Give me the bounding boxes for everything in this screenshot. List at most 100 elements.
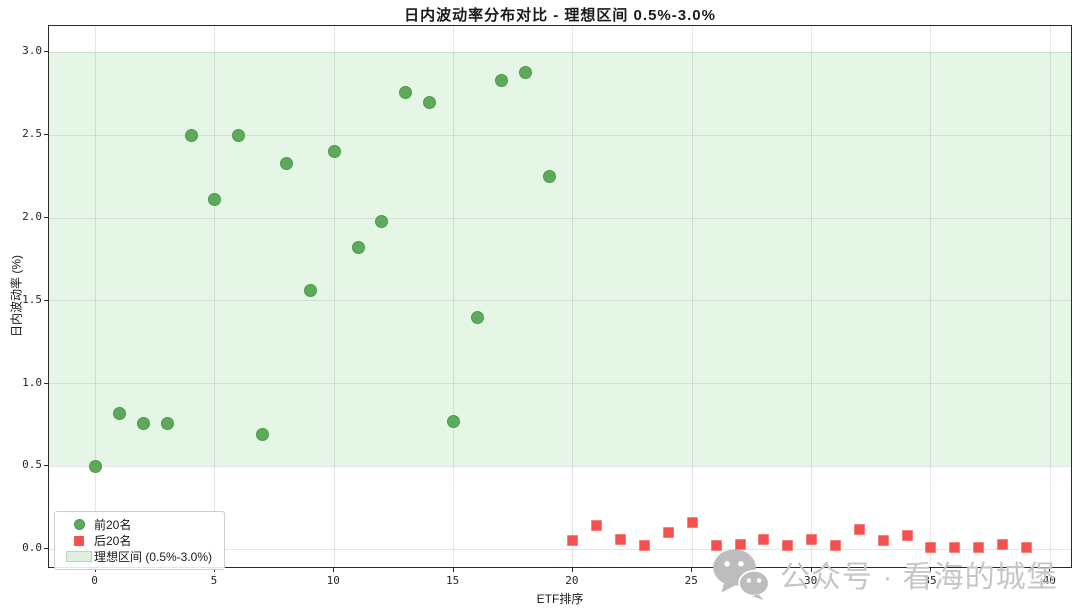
gridline-vertical [691, 26, 693, 567]
y-tick-mark [44, 299, 48, 301]
x-tick-label: 20 [565, 574, 579, 587]
ideal-band [49, 52, 1071, 467]
data-point-top20 [89, 459, 103, 473]
gridline-vertical [572, 26, 574, 567]
gridline-vertical [1049, 26, 1051, 567]
data-point-top20 [470, 310, 484, 324]
legend-item-bottom20: 后20名 [64, 533, 212, 548]
data-point-bottom20 [758, 533, 770, 545]
data-point-top20 [518, 65, 532, 79]
data-point-bottom20 [710, 540, 722, 552]
data-point-bottom20 [734, 538, 746, 550]
y-tick-mark [44, 382, 48, 384]
plot-area [48, 25, 1072, 568]
y-tick-mark [44, 134, 48, 136]
data-point-top20 [136, 416, 150, 430]
data-point-top20 [112, 406, 126, 420]
data-point-bottom20 [901, 530, 913, 542]
data-point-bottom20 [973, 541, 985, 553]
gridline-horizontal [49, 217, 1071, 219]
x-tick-mark [571, 568, 573, 572]
x-tick-label: 10 [326, 574, 340, 587]
watermark: 公众号 · 看海的城堡 [712, 548, 1058, 600]
data-point-top20 [399, 85, 413, 99]
data-point-top20 [160, 416, 174, 430]
legend-item-ideal-band: 理想区间 (0.5%-3.0%) [64, 549, 212, 564]
x-tick-label: 25 [684, 574, 698, 587]
x-tick-label: 30 [804, 574, 818, 587]
gridline-horizontal [49, 465, 1071, 467]
x-tick-label: 0 [91, 574, 98, 587]
data-point-top20 [447, 415, 461, 429]
x-tick-label: 15 [445, 574, 460, 587]
data-point-top20 [494, 74, 508, 88]
data-point-bottom20 [686, 517, 698, 529]
data-point-top20 [423, 95, 437, 109]
data-point-top20 [256, 428, 270, 442]
data-point-bottom20 [997, 538, 1009, 550]
data-point-top20 [232, 128, 246, 142]
gridline-vertical [214, 26, 216, 567]
y-tick-label: 1.0 [22, 375, 42, 389]
data-point-bottom20 [829, 540, 841, 552]
legend: 前20名 后20名 理想区间 (0.5%-3.0%) [54, 511, 226, 570]
legend-label-bottom20: 后20名 [94, 534, 132, 548]
data-point-bottom20 [615, 533, 627, 545]
gridline-vertical [333, 26, 335, 567]
legend-marker-box [64, 519, 94, 530]
data-point-bottom20 [877, 535, 889, 547]
data-point-bottom20 [567, 535, 579, 547]
y-tick-mark [44, 465, 48, 467]
chart-title: 日内波动率分布对比 - 理想区间 0.5%-3.0% [404, 7, 716, 24]
data-point-top20 [303, 284, 317, 298]
data-point-bottom20 [782, 540, 794, 552]
y-tick-mark [44, 548, 48, 550]
x-tick-label: 35 [923, 574, 937, 587]
data-point-bottom20 [1020, 541, 1032, 553]
gridline-vertical [811, 26, 813, 567]
legend-marker-box [64, 551, 94, 562]
data-point-bottom20 [591, 520, 603, 532]
gridline-vertical [453, 26, 455, 567]
data-point-bottom20 [662, 527, 674, 539]
x-tick-label: 40 [1042, 574, 1056, 587]
data-point-bottom20 [639, 540, 651, 552]
data-point-top20 [542, 170, 556, 184]
y-tick-label: 0.5 [22, 458, 42, 472]
ideal-band-patch-icon [66, 551, 92, 562]
green-circle-marker-icon [73, 519, 85, 530]
legend-item-top20: 前20名 [64, 517, 212, 532]
gridline-horizontal [49, 548, 1071, 550]
data-point-bottom20 [925, 541, 937, 553]
y-tick-label: 0.0 [22, 541, 42, 555]
x-tick-mark [213, 568, 215, 572]
x-tick-mark [691, 568, 693, 572]
x-tick-mark [929, 568, 931, 572]
gridline-vertical [95, 26, 97, 567]
data-point-top20 [351, 241, 365, 255]
y-tick-mark [44, 51, 48, 53]
gridline-horizontal [49, 51, 1071, 53]
gridline-horizontal [49, 383, 1071, 385]
gridline-horizontal [49, 300, 1071, 302]
x-tick-mark [452, 568, 454, 572]
data-point-bottom20 [806, 533, 818, 545]
legend-marker-box [64, 535, 94, 546]
x-tick-mark [94, 568, 96, 572]
y-tick-label: 2.5 [22, 127, 42, 141]
y-tick-label: 1.5 [22, 292, 42, 306]
gridline-horizontal [49, 134, 1071, 136]
x-axis-label: ETF排序 [536, 592, 584, 606]
data-point-top20 [327, 145, 341, 159]
y-tick-mark [44, 217, 48, 219]
y-tick-label: 2.0 [22, 210, 42, 224]
x-tick-mark [333, 568, 335, 572]
data-point-bottom20 [949, 541, 961, 553]
red-square-marker-icon [74, 535, 84, 546]
data-point-top20 [280, 156, 293, 170]
data-point-bottom20 [853, 523, 865, 535]
legend-label-top20: 前20名 [94, 518, 132, 532]
wechat-icon [713, 549, 770, 600]
x-tick-mark [810, 568, 812, 572]
